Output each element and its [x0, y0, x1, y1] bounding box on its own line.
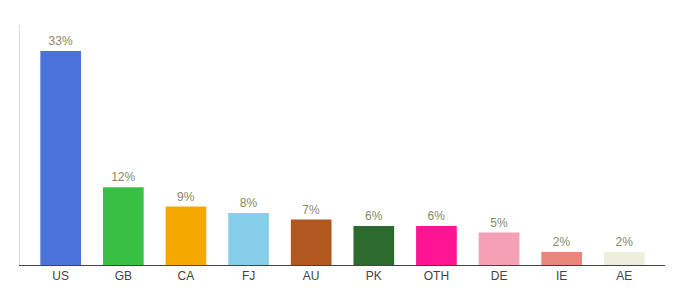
svg-text:7%: 7% — [302, 203, 320, 217]
svg-text:9%: 9% — [177, 190, 195, 204]
svg-text:DE: DE — [491, 269, 508, 283]
svg-text:AU: AU — [303, 269, 320, 283]
svg-text:FJ: FJ — [242, 269, 255, 283]
svg-text:IE: IE — [556, 269, 567, 283]
svg-text:8%: 8% — [240, 196, 258, 210]
svg-text:6%: 6% — [365, 209, 383, 223]
svg-text:5%: 5% — [490, 216, 508, 230]
svg-text:OTH: OTH — [424, 269, 449, 283]
svg-text:2%: 2% — [553, 235, 571, 249]
svg-text:33%: 33% — [49, 34, 73, 48]
svg-text:US: US — [52, 269, 69, 283]
svg-text:PK: PK — [366, 269, 382, 283]
svg-text:GB: GB — [115, 269, 132, 283]
svg-text:6%: 6% — [428, 209, 446, 223]
svg-text:12%: 12% — [111, 170, 135, 184]
svg-text:2%: 2% — [615, 235, 633, 249]
svg-text:AE: AE — [616, 269, 632, 283]
svg-text:CA: CA — [178, 269, 195, 283]
